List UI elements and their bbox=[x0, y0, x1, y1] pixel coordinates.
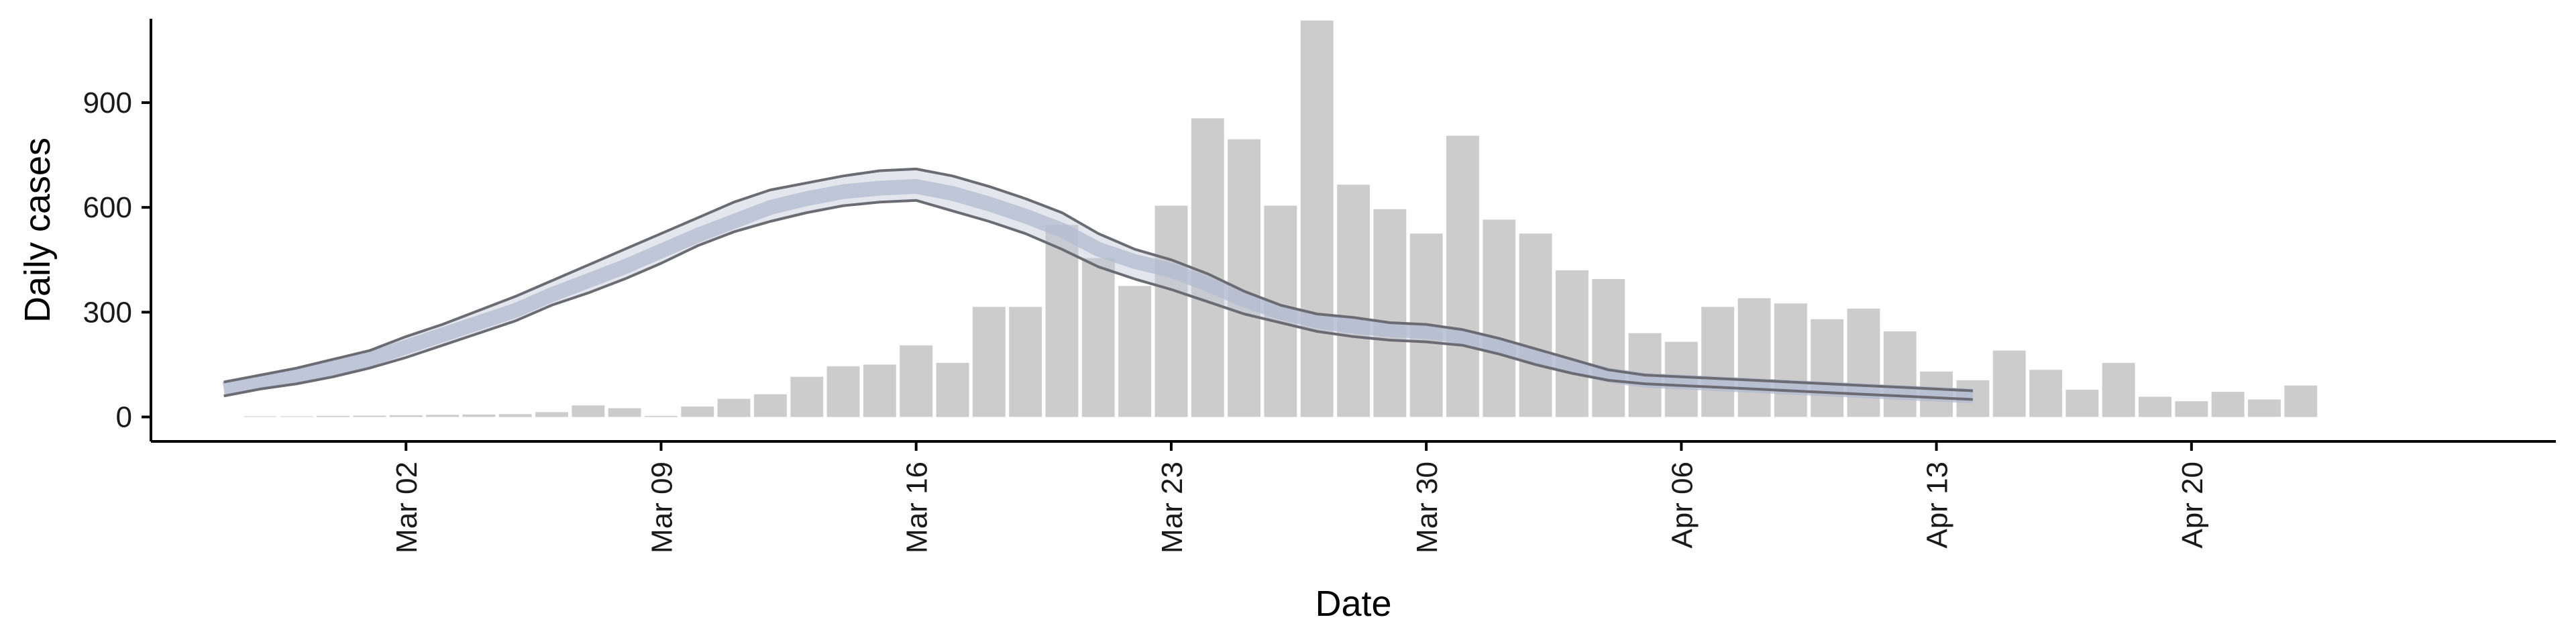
x-tick-label: Apr 06 bbox=[1666, 462, 1699, 549]
x-tick-label: Mar 02 bbox=[390, 462, 423, 553]
bar bbox=[1883, 331, 1917, 417]
bar bbox=[717, 398, 751, 417]
bar bbox=[936, 362, 969, 417]
bar bbox=[389, 415, 423, 417]
band-lower-line bbox=[223, 199, 1973, 401]
bar bbox=[1373, 209, 1407, 417]
bar bbox=[317, 416, 350, 417]
bar bbox=[2175, 401, 2208, 417]
bar bbox=[1118, 286, 1151, 417]
x-tick-label: Mar 30 bbox=[1411, 462, 1444, 553]
axes bbox=[150, 19, 2556, 443]
y-tick-label: 300 bbox=[83, 296, 132, 329]
band-median-line bbox=[222, 178, 1974, 404]
bar bbox=[572, 405, 605, 417]
bar bbox=[1446, 136, 1479, 417]
bar bbox=[1191, 118, 1224, 417]
bar bbox=[1045, 225, 1079, 417]
x-tick-label: Mar 09 bbox=[645, 462, 678, 553]
bar bbox=[2029, 370, 2062, 417]
x-tick-label: Apr 13 bbox=[1921, 462, 1954, 549]
x-tick-label: Mar 23 bbox=[1156, 462, 1189, 553]
bar bbox=[2248, 399, 2281, 417]
bar bbox=[2211, 392, 2245, 417]
bar bbox=[1811, 319, 1844, 417]
bar bbox=[426, 415, 459, 417]
bars-layer bbox=[244, 20, 2318, 417]
bar bbox=[1228, 139, 1260, 417]
bar bbox=[353, 415, 386, 417]
bar bbox=[972, 307, 1006, 417]
bar bbox=[535, 412, 568, 417]
estimate-band bbox=[222, 167, 1974, 404]
bar bbox=[2284, 385, 2318, 417]
bar bbox=[2065, 389, 2099, 417]
bar bbox=[1847, 309, 1880, 417]
bar bbox=[498, 414, 532, 417]
y-axis-title: Daily cases bbox=[17, 138, 58, 323]
x-axis-title: Date bbox=[1315, 584, 1391, 624]
bar bbox=[645, 416, 678, 417]
bar bbox=[2139, 396, 2171, 417]
bar bbox=[900, 345, 933, 417]
band-upper-line bbox=[223, 167, 1973, 392]
bar bbox=[1337, 184, 1370, 417]
bar bbox=[1701, 307, 1735, 417]
bar bbox=[1592, 278, 1625, 417]
bar bbox=[1737, 298, 1771, 417]
bar bbox=[1155, 205, 1188, 417]
y-tick-label: 900 bbox=[83, 87, 132, 119]
y-tick-label: 0 bbox=[116, 401, 132, 434]
bar bbox=[2102, 362, 2135, 417]
bar bbox=[1992, 350, 2026, 417]
bar bbox=[1300, 20, 1334, 417]
bar bbox=[462, 414, 496, 417]
bar bbox=[754, 394, 787, 417]
bar bbox=[1009, 307, 1042, 417]
y-ticks: 0 300 600 900 bbox=[83, 87, 151, 434]
bar bbox=[1081, 258, 1115, 417]
x-tick-label: Apr 20 bbox=[2176, 462, 2209, 549]
bar bbox=[1556, 270, 1589, 417]
bar bbox=[826, 366, 860, 417]
bar bbox=[863, 364, 896, 417]
bar bbox=[1483, 219, 1516, 417]
bar bbox=[1774, 303, 1807, 417]
x-tick-label: Mar 16 bbox=[901, 462, 934, 553]
bar bbox=[608, 408, 641, 417]
y-tick-label: 600 bbox=[83, 191, 132, 224]
bar bbox=[790, 376, 824, 417]
bar bbox=[681, 406, 714, 417]
x-ticks: Mar 02 Mar 09 Mar 16 Mar 23 Mar 30 Apr 06 Apr … bbox=[390, 441, 2209, 553]
bar bbox=[1519, 233, 1552, 417]
